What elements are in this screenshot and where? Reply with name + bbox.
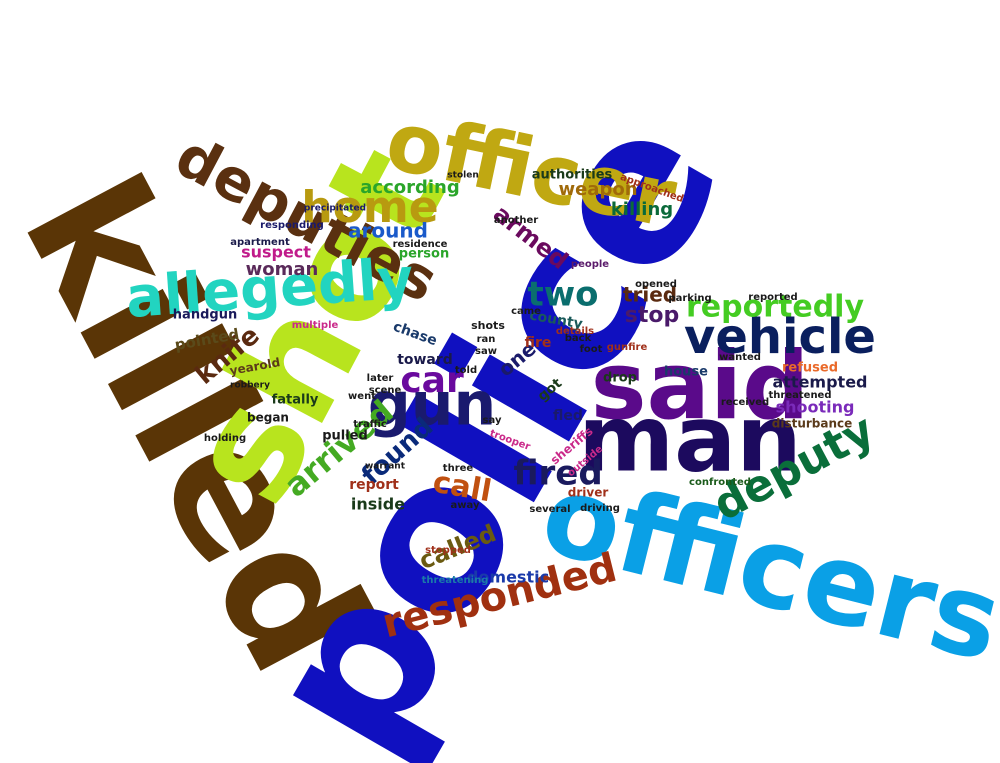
word-said: said: [591, 332, 810, 441]
word-precipitated: precipitated: [304, 204, 366, 214]
word-threatening: threatening: [422, 575, 489, 586]
word-around: around: [348, 219, 428, 243]
word-domestic: domestic: [467, 568, 549, 587]
word-later: later: [367, 373, 394, 384]
word-traffic: traffic: [353, 419, 387, 430]
word-warrant: warrant: [365, 462, 406, 472]
word-reportedly: reportedly: [686, 290, 864, 325]
word-fired: fired: [513, 454, 602, 494]
word-two: two: [527, 275, 598, 315]
word-apartment: apartment: [230, 237, 290, 248]
word-went: went: [348, 391, 376, 402]
word-handgun: handgun: [173, 308, 237, 323]
word-person: person: [399, 247, 449, 262]
word-according: according: [360, 177, 459, 198]
word-attempted: attempted: [772, 373, 867, 392]
word-vehicle: vehicle: [684, 309, 876, 365]
word-three: three: [443, 463, 474, 474]
word-holding: holding: [204, 433, 246, 444]
word-another: another: [494, 215, 538, 226]
word-tried: tried: [623, 283, 677, 307]
word-woman: woman: [246, 259, 319, 280]
word-parking: parking: [668, 293, 711, 304]
word-responding: responding: [260, 220, 324, 231]
word-inside: inside: [351, 495, 405, 514]
word-wanted: wanted: [719, 352, 761, 363]
word-back: back: [565, 333, 592, 344]
word-killing: killing: [611, 199, 673, 220]
word-refused: refused: [782, 361, 838, 376]
word-report: report: [349, 477, 399, 493]
word-saw: saw: [475, 346, 497, 357]
word-driving: driving: [580, 503, 620, 514]
word-weapon: weapon: [558, 179, 637, 200]
word-fatally: fatally: [272, 393, 319, 408]
word-car: car: [400, 360, 464, 401]
word-ran: ran: [477, 334, 496, 345]
word-toward: toward: [397, 352, 453, 368]
word-came: came: [511, 306, 541, 317]
word-people: people: [571, 259, 609, 270]
word-gun: gun: [368, 370, 496, 440]
word-received: received: [721, 397, 769, 408]
word-robbery: robbery: [230, 381, 270, 391]
word-gunfire: gunfire: [607, 342, 648, 353]
word-suspect: suspect: [241, 243, 311, 262]
word-man: man: [578, 385, 801, 492]
word-stolen: stolen: [447, 171, 478, 181]
word-authorities: authorities: [532, 168, 613, 183]
word-pulled: pulled: [322, 429, 368, 444]
word-residence: residence: [393, 239, 448, 250]
word-drop: drop: [603, 371, 637, 386]
word-multiple: multiple: [292, 320, 339, 331]
word-shooting: shooting: [776, 398, 855, 417]
word-shots: shots: [471, 319, 505, 332]
word-several: several: [529, 504, 570, 515]
word-house: house: [664, 365, 708, 380]
word-driver: driver: [568, 486, 609, 500]
word-opened: opened: [635, 279, 677, 290]
word-reported: reported: [748, 292, 797, 303]
word-confronted: confronted: [689, 477, 751, 488]
word-threatened: threatened: [769, 390, 832, 401]
word-began: began: [247, 411, 289, 425]
word-details: details: [556, 326, 594, 337]
word-disturbance: disturbance: [772, 417, 853, 431]
word-scene: scene: [369, 385, 402, 396]
word-stop: stop: [625, 303, 679, 328]
word-home: home: [301, 182, 438, 233]
word-fire: fire: [525, 335, 552, 351]
word-fled: fled: [553, 408, 583, 424]
word-away: away: [451, 500, 480, 511]
word-stopped: stopped: [425, 545, 471, 556]
word-told: told: [455, 365, 477, 376]
word-foot: foot: [580, 344, 603, 355]
word-say: say: [483, 415, 502, 426]
